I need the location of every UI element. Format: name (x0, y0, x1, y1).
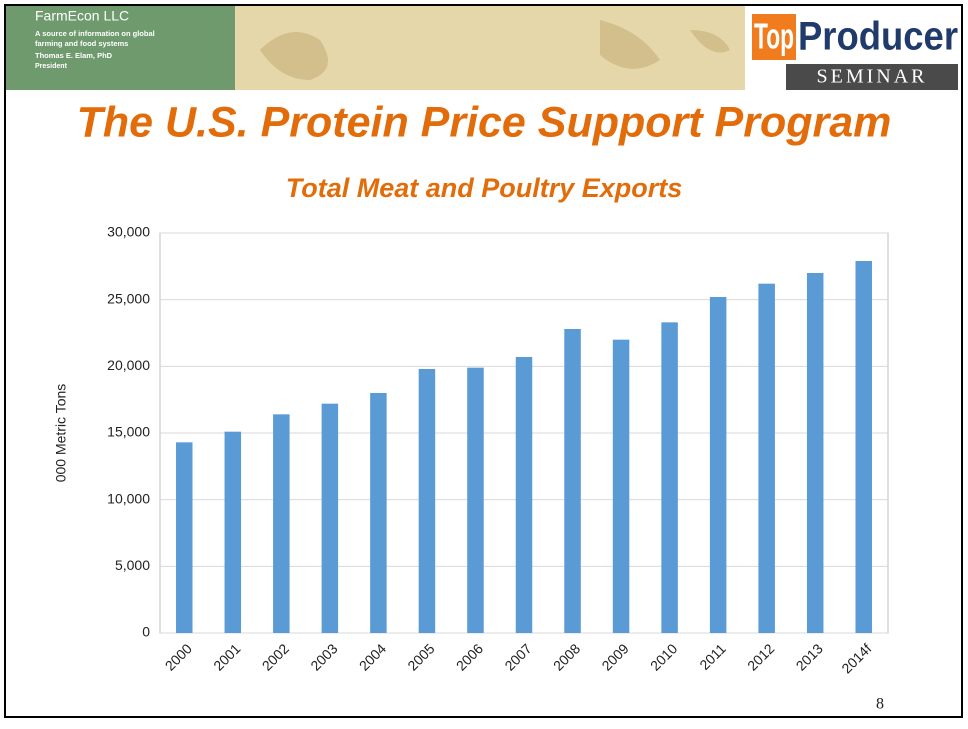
bar (224, 431, 242, 633)
bar (273, 414, 290, 633)
bar (855, 261, 872, 633)
bar (321, 403, 339, 633)
role: President (35, 63, 68, 70)
bar (806, 273, 824, 633)
tagline: A source of information on global (35, 29, 155, 38)
y-tick-label: 25,000 (107, 290, 150, 306)
y-tick-label: 10,000 (107, 490, 150, 506)
logo-seminar: SEMINAR (816, 66, 927, 88)
bar (758, 283, 775, 633)
company-name: FarmEcon LLC (35, 8, 129, 24)
bar (612, 339, 630, 633)
bar (467, 367, 484, 633)
bar (709, 297, 727, 633)
bar (370, 393, 387, 633)
bar (176, 442, 193, 633)
logo-top-box (752, 14, 796, 60)
logo-top: Top (754, 16, 794, 57)
page-number: 8 (876, 696, 884, 713)
author: Thomas E. Elam, PhD (35, 51, 113, 60)
y-axis-label: 000 Metric Tons (53, 384, 69, 483)
bar (418, 369, 436, 633)
bar (564, 329, 581, 633)
tagline: farming and food systems (35, 39, 128, 48)
company-box (6, 6, 235, 90)
logo-seminar-box (786, 64, 958, 90)
logo-producer: Producer (798, 15, 958, 59)
slide-title: The U.S. Protein Price Support Program (77, 98, 892, 146)
chart-title: Total Meat and Poultry Exports (286, 173, 683, 203)
map-shapes (260, 20, 730, 80)
bar (515, 357, 533, 633)
y-tick-label: 0 (142, 624, 150, 640)
y-tick-label: 20,000 (107, 357, 150, 373)
y-tick-label: 30,000 (107, 224, 150, 240)
y-tick-label: 15,000 (107, 424, 150, 440)
bar (661, 322, 678, 633)
y-tick-label: 5,000 (115, 557, 150, 573)
